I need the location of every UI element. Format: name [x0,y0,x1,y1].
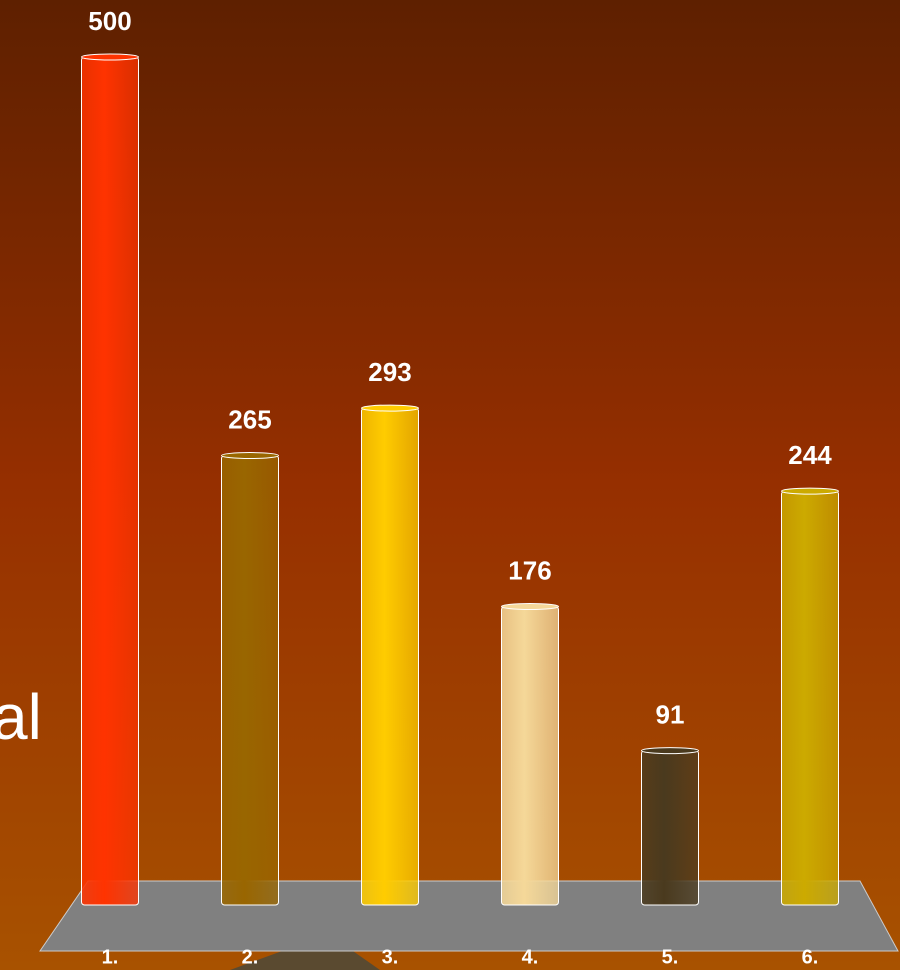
floor [39,880,899,952]
x-tick-label: 2. [242,946,259,968]
value-label: 265 [228,404,271,434]
bar-cap [641,747,699,755]
bar [501,606,559,906]
bar-cap [501,603,559,611]
value-label: 293 [368,357,411,387]
bar-cap [221,452,279,460]
bar [361,407,419,906]
bar-cap [361,404,419,412]
bar [81,56,139,906]
x-tick-label: 4. [522,946,539,968]
bar-cap [781,487,839,495]
annotation: al [0,681,42,753]
bar [221,455,279,906]
bar-cap [81,53,139,61]
bar [781,490,839,906]
value-label: 91 [656,700,685,730]
x-tick-label: 6. [802,946,819,968]
value-label: 244 [788,440,832,470]
value-label: 176 [508,555,551,585]
bar [641,750,699,906]
value-label: 500 [88,6,131,36]
x-tick-label: 5. [662,946,679,968]
x-tick-label: 3. [382,946,399,968]
x-tick-label: 1. [102,946,119,968]
